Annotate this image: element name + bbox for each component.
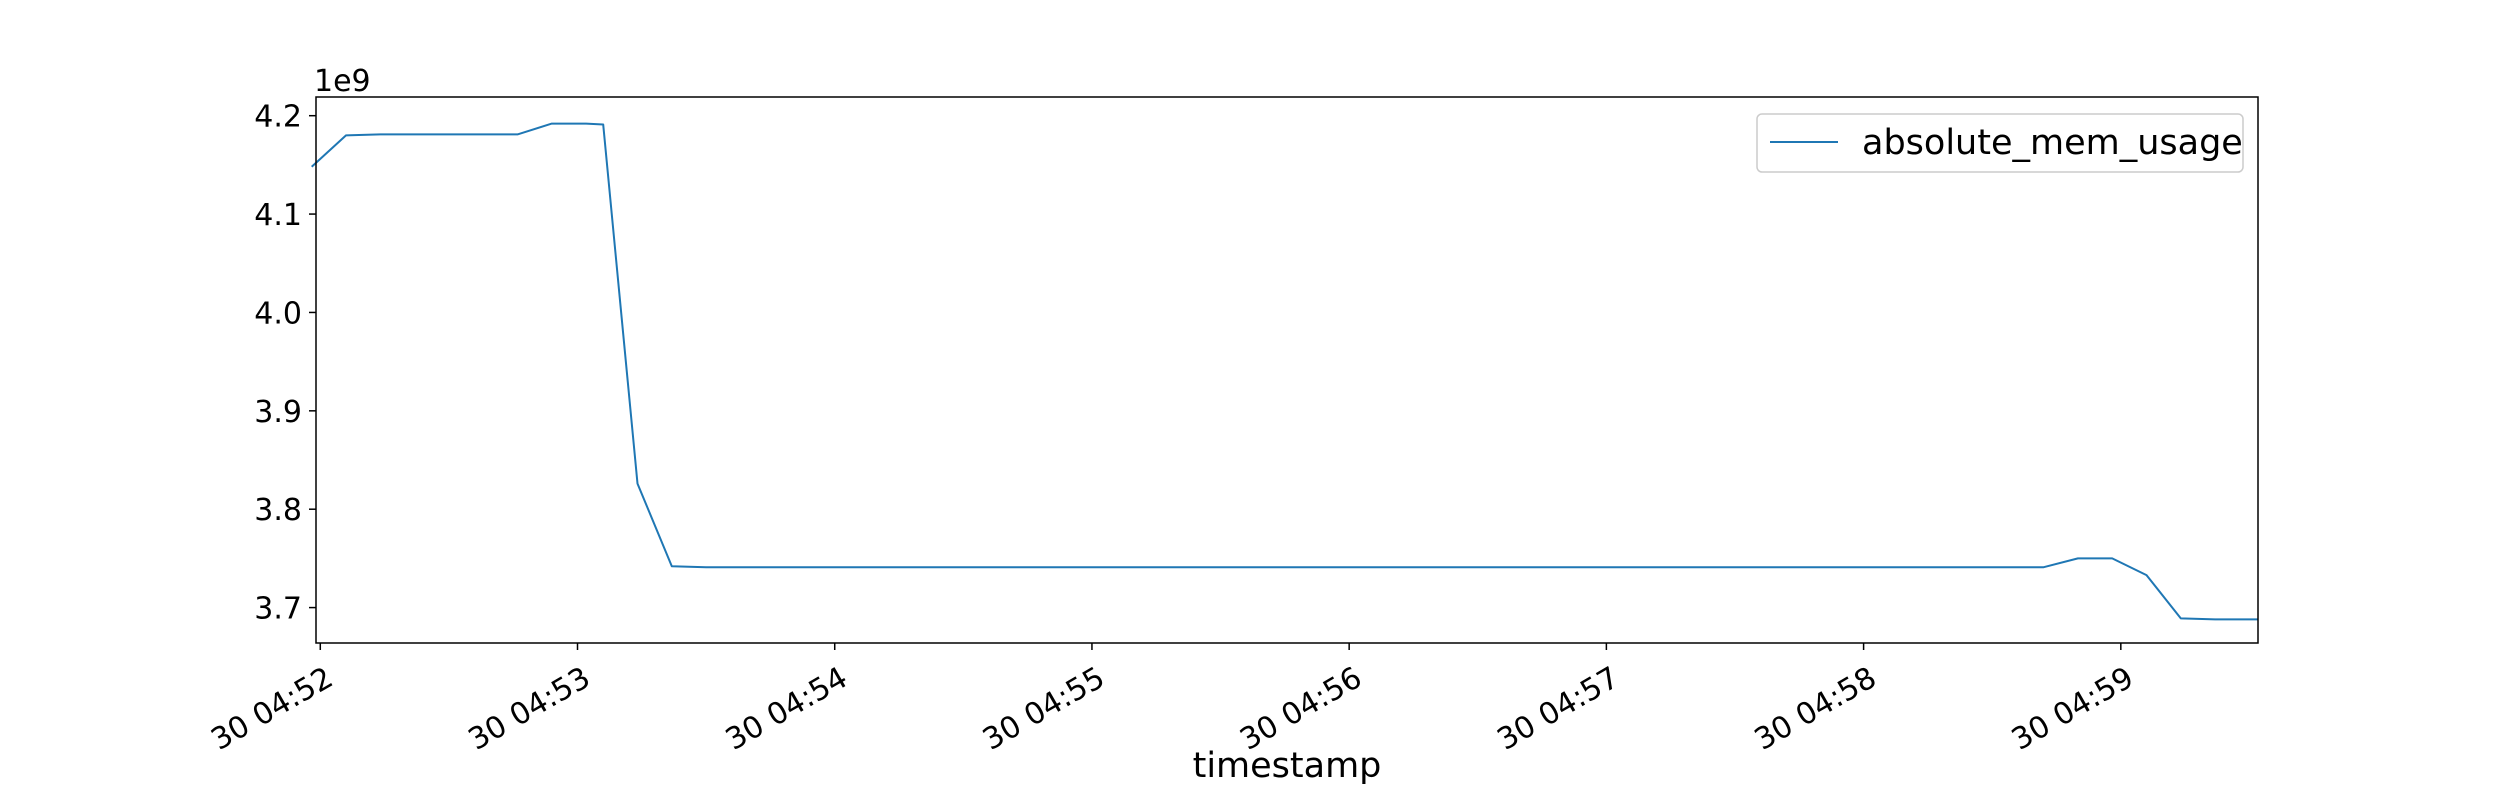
legend-box — [1756, 113, 2244, 173]
y-tick-label: 3.8 — [254, 493, 302, 528]
legend-label: absolute_mem_usage — [1862, 123, 2243, 163]
y-axis: 3.7 3.8 3.9 4.0 4.1 4.2 — [254, 100, 316, 627]
series-line-absolute_mem_usage — [311, 122, 2258, 621]
plot-frame — [315, 96, 2259, 644]
plot-area — [316, 97, 2258, 643]
y-tick-label: 4.1 — [254, 198, 302, 233]
x-axis-label: timestamp — [1193, 746, 1382, 786]
y-tick-label: 4.0 — [254, 296, 302, 331]
y-tick-label: 3.7 — [254, 592, 302, 627]
y-tick-label: 3.9 — [254, 395, 302, 430]
legend: absolute_mem_usage — [1756, 113, 2244, 173]
y-tick-label: 4.2 — [254, 100, 302, 135]
y-offset-text: 1e9 — [314, 64, 371, 99]
chart-marks — [311, 122, 2258, 621]
